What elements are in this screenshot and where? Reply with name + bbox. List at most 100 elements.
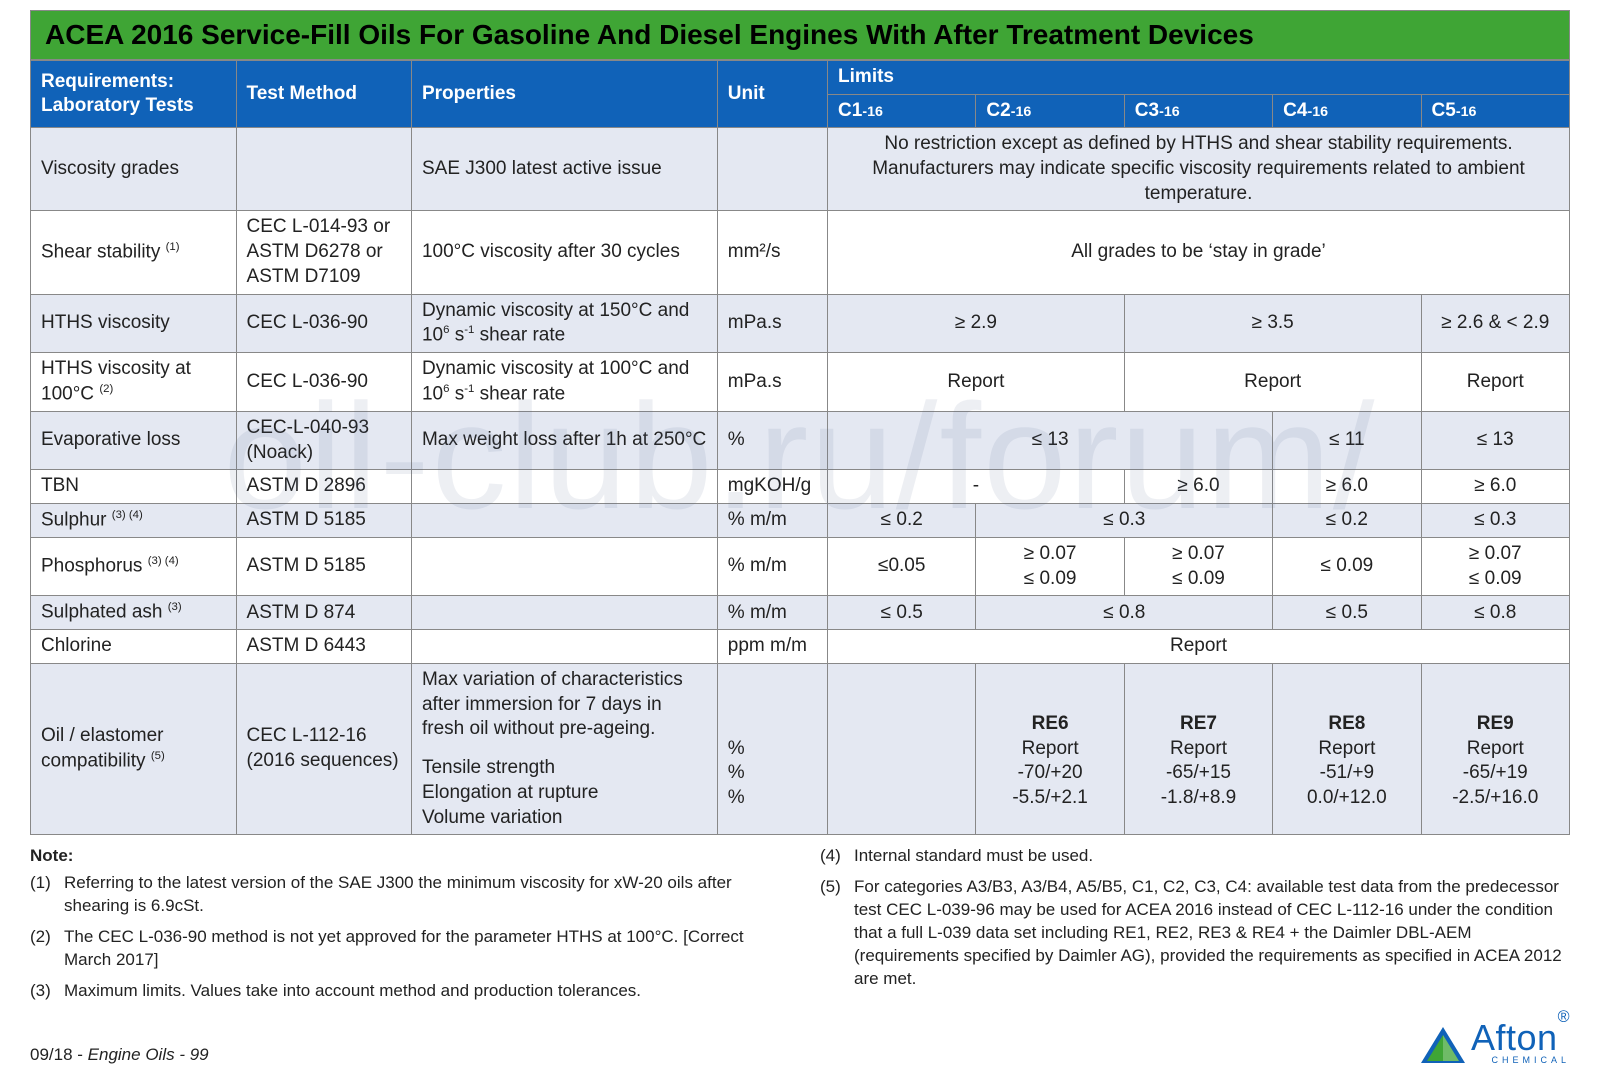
note-item: (4)Internal standard must be used. (854, 845, 1570, 868)
col-c1: C1-16 (828, 94, 976, 128)
cell-limits: No restriction except as defined by HTHS… (828, 128, 1570, 211)
cell-c1: ≤ 0.5 (828, 596, 976, 630)
logo-icon (1419, 1025, 1467, 1065)
cell-req: Sulphur (3) (4) (31, 503, 237, 537)
row-shear: Shear stability (1) CEC L-014-93 or ASTM… (31, 211, 1570, 294)
cell-unit: % m/m (717, 537, 827, 595)
cell-method: CEC L-036-90 (236, 294, 411, 353)
row-evap: Evaporative loss CEC-L-040-93 (Noack) Ma… (31, 411, 1570, 469)
cell-method: ASTM D 5185 (236, 503, 411, 537)
cell-method: CEC L-036-90 (236, 353, 411, 412)
cell-c5: ≥ 0.07≤ 0.09 (1421, 537, 1569, 595)
notes-title: Note: (30, 845, 780, 868)
col-method: Test Method (236, 61, 411, 128)
cell-c5: Report (1421, 353, 1569, 412)
cell-c12: Report (828, 353, 1125, 412)
cell-props (411, 537, 717, 595)
cell-limits: All grades to be ‘stay in grade’ (828, 211, 1570, 294)
cell-unit: % m/m (717, 596, 827, 630)
cell-re7: RE7Report-65/+15-1.8/+8.9 (1124, 664, 1272, 835)
cell-c5: ≤ 0.3 (1421, 503, 1569, 537)
cell-req: Viscosity grades (31, 128, 237, 211)
col-unit: Unit (717, 61, 827, 128)
cell-c34: Report (1124, 353, 1421, 412)
cell-c5: ≥ 6.0 (1421, 470, 1569, 504)
col-c5: C5-16 (1421, 94, 1569, 128)
row-ash: Sulphated ash (3) ASTM D 874 % m/m ≤ 0.5… (31, 596, 1570, 630)
cell-c5: ≤ 13 (1421, 411, 1569, 469)
note-item: (5)For categories A3/B3, A3/B4, A5/B5, C… (854, 876, 1570, 991)
notes-right: (4)Internal standard must be used. (5)For… (820, 845, 1570, 1011)
afton-logo: Afton® CHEMICAL (1419, 1017, 1570, 1065)
cell-req: Sulphated ash (3) (31, 596, 237, 630)
cell-props: Max weight loss after 1h at 250°C (411, 411, 717, 469)
cell-re8: RE8Report-51/+90.0/+12.0 (1273, 664, 1421, 835)
cell-props: Dynamic viscosity at 100°C and 106 s-1 s… (411, 353, 717, 412)
col-req: Requirements: Laboratory Tests (31, 61, 237, 128)
cell-blank (828, 664, 976, 835)
cell-method: CEC L-112-16 (2016 sequences) (236, 664, 411, 835)
cell-method: ASTM D 2896 (236, 470, 411, 504)
cell-req: Oil / elastomer compatibility (5) (31, 664, 237, 835)
cell-unit: % (717, 411, 827, 469)
col-props: Properties (411, 61, 717, 128)
cell-re6: RE6Report-70/+20-5.5/+2.1 (976, 664, 1124, 835)
row-sulphur: Sulphur (3) (4) ASTM D 5185 % m/m ≤ 0.2 … (31, 503, 1570, 537)
cell-c12: - (828, 470, 1125, 504)
cell-req: Phosphorus (3) (4) (31, 537, 237, 595)
notes-left: Note: (1)Referring to the latest version… (30, 845, 780, 1011)
cell-props (411, 470, 717, 504)
cell-unit: mgKOH/g (717, 470, 827, 504)
row-phosphorus: Phosphorus (3) (4) ASTM D 5185 % m/m ≤0.… (31, 537, 1570, 595)
spec-table: Requirements: Laboratory Tests Test Meth… (30, 60, 1570, 835)
cell-unit: mPa.s (717, 353, 827, 412)
row-tbn: TBN ASTM D 2896 mgKOH/g - ≥ 6.0 ≥ 6.0 ≥ … (31, 470, 1570, 504)
cell-c3: ≥ 0.07≤ 0.09 (1124, 537, 1272, 595)
cell-c123: ≤ 13 (828, 411, 1273, 469)
cell-method: ASTM D 874 (236, 596, 411, 630)
cell-props: Max variation of characteristics after i… (411, 664, 717, 835)
cell-c5: ≥ 2.6 & < 2.9 (1421, 294, 1569, 353)
row-elastomer: Oil / elastomer compatibility (5) CEC L-… (31, 664, 1570, 835)
cell-method: ASTM D 6443 (236, 630, 411, 664)
cell-c4: ≤ 0.09 (1273, 537, 1421, 595)
cell-req: Shear stability (1) (31, 211, 237, 294)
cell-c23: ≤ 0.3 (976, 503, 1273, 537)
cell-req: HTHS viscosity (31, 294, 237, 353)
cell-c4: ≤ 11 (1273, 411, 1421, 469)
cell-unit: mPa.s (717, 294, 827, 353)
cell-c3: ≥ 6.0 (1124, 470, 1272, 504)
cell-req: TBN (31, 470, 237, 504)
row-chlorine: Chlorine ASTM D 6443 ppm m/m Report (31, 630, 1570, 664)
cell-c34: ≥ 3.5 (1124, 294, 1421, 353)
cell-unit: mm²/s (717, 211, 827, 294)
cell-c1: ≤ 0.2 (828, 503, 976, 537)
footer-pub: 09/18 - Engine Oils - 99 (30, 1045, 209, 1065)
cell-props (411, 630, 717, 664)
footer: 09/18 - Engine Oils - 99 Afton® CHEMICAL (30, 1017, 1570, 1065)
cell-props: Dynamic viscosity at 150°C and 106 s-1 s… (411, 294, 717, 353)
col-c2: C2-16 (976, 94, 1124, 128)
page-title: ACEA 2016 Service-Fill Oils For Gasoline… (30, 10, 1570, 60)
cell-req: Evaporative loss (31, 411, 237, 469)
cell-c12: ≥ 2.9 (828, 294, 1125, 353)
note-item: (1)Referring to the latest version of th… (64, 872, 780, 918)
cell-unit: %%% (717, 664, 827, 835)
cell-method: ASTM D 5185 (236, 537, 411, 595)
cell-c4: ≤ 0.5 (1273, 596, 1421, 630)
col-limits: Limits (828, 61, 1570, 95)
cell-props: SAE J300 latest active issue (411, 128, 717, 211)
row-hths100: HTHS viscosity at 100°C (2) CEC L-036-90… (31, 353, 1570, 412)
col-c3: C3-16 (1124, 94, 1272, 128)
cell-unit: % m/m (717, 503, 827, 537)
logo-text: Afton® (1471, 1017, 1570, 1059)
notes: Note: (1)Referring to the latest version… (30, 845, 1570, 1011)
cell-c4: ≥ 6.0 (1273, 470, 1421, 504)
cell-method: CEC-L-040-93 (Noack) (236, 411, 411, 469)
cell-props: 100°C viscosity after 30 cycles (411, 211, 717, 294)
row-viscosity: Viscosity grades SAE J300 latest active … (31, 128, 1570, 211)
cell-props (411, 596, 717, 630)
cell-c5: ≤ 0.8 (1421, 596, 1569, 630)
cell-req: HTHS viscosity at 100°C (2) (31, 353, 237, 412)
cell-req: Chlorine (31, 630, 237, 664)
